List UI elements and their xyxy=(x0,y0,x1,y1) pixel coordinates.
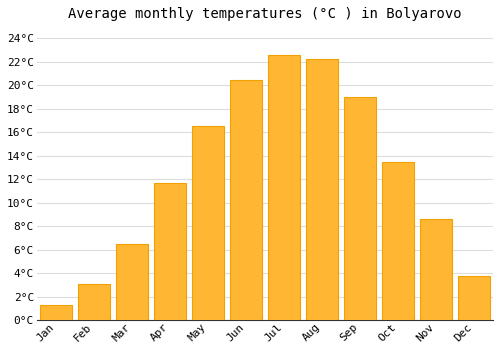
Bar xyxy=(344,97,376,320)
Title: Average monthly temperatures (°C ) in Bolyarovo: Average monthly temperatures (°C ) in Bo… xyxy=(68,7,462,21)
Bar xyxy=(154,183,186,320)
Bar xyxy=(230,80,262,320)
Bar xyxy=(382,161,414,320)
Bar xyxy=(40,305,72,320)
Bar xyxy=(268,55,300,320)
Bar xyxy=(458,275,490,320)
Bar xyxy=(420,219,452,320)
Bar xyxy=(192,126,224,320)
Bar xyxy=(78,284,110,320)
Bar xyxy=(116,244,148,320)
Bar xyxy=(306,59,338,320)
